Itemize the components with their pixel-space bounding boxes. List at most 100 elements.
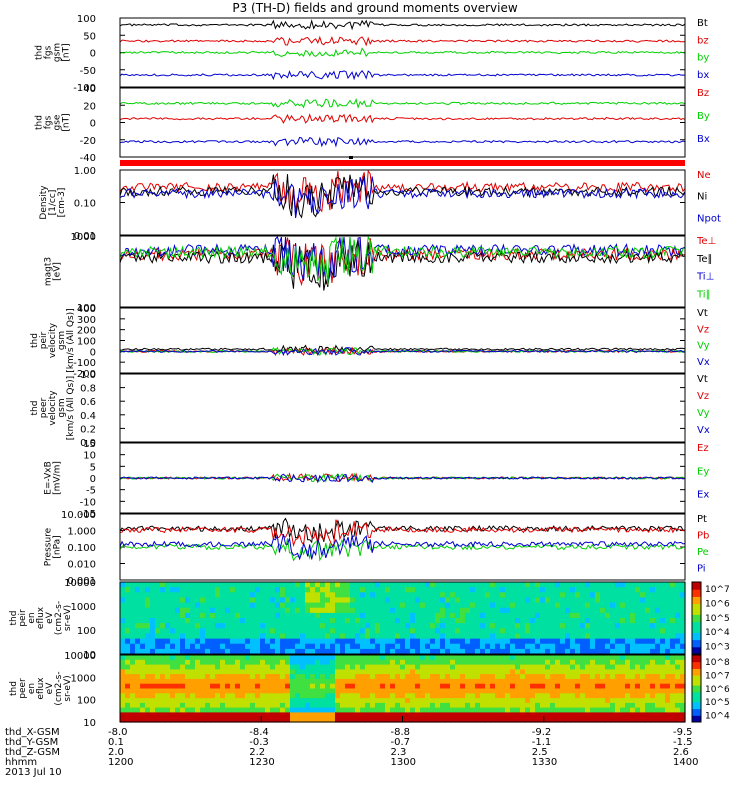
spectrogram-cell [440,607,446,614]
spectrogram-cell [130,712,136,718]
spectrogram-cell [565,659,571,666]
spectrogram-cell [615,702,621,709]
spectrogram-cell [630,618,636,624]
spectrogram-cell [150,655,156,661]
spectrogram-cell [475,707,481,713]
spectrogram-cell [590,683,596,690]
spectrogram-cell [560,664,566,670]
series-line-by [119,47,686,58]
spectrogram-cell [565,612,571,619]
spectrogram-cell [440,628,446,634]
spectrogram-cell [600,688,606,694]
spectrogram-cell [260,659,266,666]
spectrogram-cell [555,678,561,685]
spectrogram-cell [125,623,131,629]
spectrogram-cell [520,698,526,704]
spectrogram-cell [145,638,151,645]
spectrogram-cell [605,674,611,680]
spectrogram-cell [200,674,206,680]
spectrogram-cell [635,683,641,690]
spectrogram-cell [120,602,126,609]
spectrogram-cell [475,678,481,685]
spectrogram-cell [370,597,376,604]
spectrogram-cell [475,602,481,609]
spectrogram-cell [570,683,576,690]
spectrogram-cell [470,633,476,640]
spectrogram-cell [145,717,151,723]
spectrogram-cell [655,648,661,655]
spectrogram-cell [450,693,456,699]
spectrogram-cell [335,683,341,690]
spectrogram-cell [230,628,236,634]
spectrogram-cell [235,643,241,650]
spectrogram-cell [595,643,601,650]
spectrogram-cell [320,693,326,699]
spectrogram-cell [235,618,241,624]
spectrogram-cell [580,669,586,675]
spectrogram-cell [210,683,216,690]
spectrogram-cell [335,655,341,661]
spectrogram-cell [310,612,316,619]
spectrogram-cell [195,582,201,588]
spectrogram-cell [460,597,466,604]
spectrogram-cell [335,698,341,704]
spectrogram-cell [165,717,171,723]
spectrogram-cell [680,602,686,609]
spectrogram-cell [495,664,501,670]
spectrogram-cell [550,688,556,694]
spectrogram-cell [210,678,216,685]
spectrogram-cell [530,633,536,640]
spectrogram-cell [435,707,441,713]
spectrogram-cell [180,678,186,685]
spectrogram-cell [240,633,246,640]
spectrogram-cell [670,659,676,666]
spectrogram-cell [295,659,301,666]
spectrogram-cell [510,669,516,675]
spectrogram-cell [560,648,566,655]
spectrogram-cell [495,648,501,655]
spectrogram-cell [275,612,281,619]
y-axis-label-line: sr-eV) [63,675,73,701]
spectrogram-cell [455,607,461,614]
spectrogram-cell [420,664,426,670]
spectrogram-cell [465,702,471,709]
spectrogram-cell [225,602,231,609]
spectrogram-cell [670,592,676,598]
spectrogram-cell [390,633,396,640]
spectrogram-cell [125,597,131,604]
spectrogram-cell [680,655,686,661]
spectrogram-cell [505,669,511,675]
spectrogram-cell [600,587,606,593]
spectrogram-cell [270,648,276,655]
y-tick-label: 10 [83,451,96,462]
legend-bz: bz [697,35,709,46]
spectrogram-cell [620,669,626,675]
spectrogram-cell [140,587,146,593]
spectrogram-cell [195,618,201,624]
spectrogram-cell [550,618,556,624]
spectrogram-cell [255,655,261,661]
spectrogram-cell [450,638,456,645]
spectrogram-cell [560,612,566,619]
spectrogram-cell [285,688,291,694]
spectrogram-cell [120,702,126,709]
spectrogram-cell [445,683,451,690]
spectrogram-cell [395,618,401,624]
spectrogram-cell [635,597,641,604]
spectrogram-cell [440,612,446,619]
spectrogram-cell [135,633,141,640]
colorbar-label: 10^7 [705,671,730,681]
spectrogram-cell [485,664,491,670]
spectrogram-cell [650,643,656,650]
spectrogram-cell [395,678,401,685]
spectrogram-cell [345,678,351,685]
spectrogram-cell [585,628,591,634]
spectrogram-cell [500,707,506,713]
spectrogram-cell [190,683,196,690]
spectrogram-cell [280,592,286,598]
spectrogram-cell [465,643,471,650]
spectrogram-cell [555,659,561,666]
spectrogram-cell [570,698,576,704]
spectrogram-cell [290,597,296,604]
spectrogram-cell [645,607,651,614]
